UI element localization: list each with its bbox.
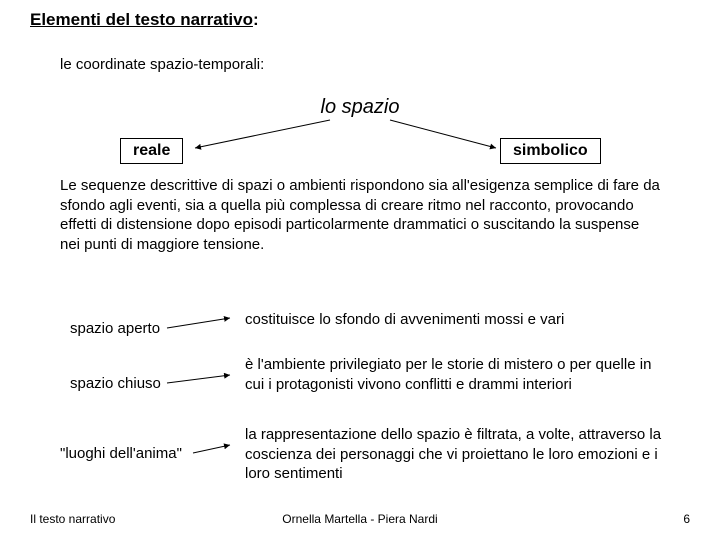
footer-page-number: 6 bbox=[683, 512, 690, 526]
row-desc-luoghi: la rappresentazione dello spazio è filtr… bbox=[245, 425, 665, 484]
footer-center: Ornella Martella - Piera Nardi bbox=[0, 512, 720, 526]
